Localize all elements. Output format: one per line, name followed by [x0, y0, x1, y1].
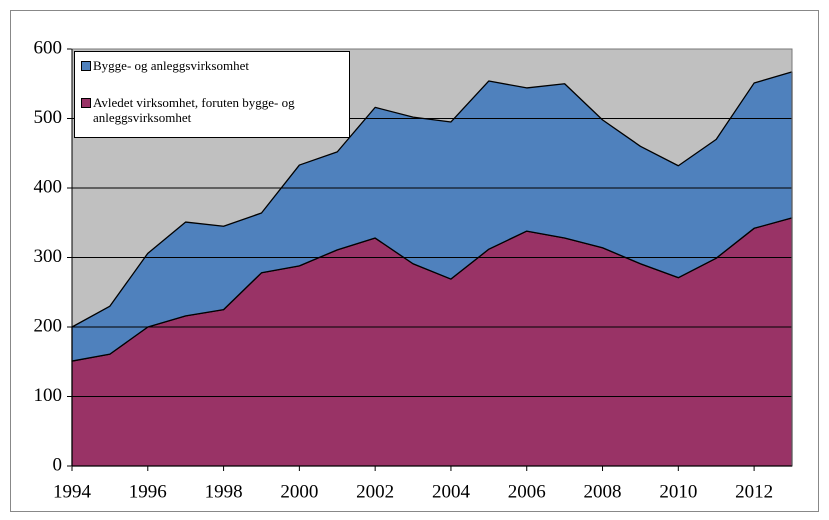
legend-swatch: [81, 98, 91, 108]
y-tick-label: 0: [53, 454, 63, 475]
y-tick-label: 600: [34, 37, 63, 58]
x-tick-label: 2012: [735, 481, 773, 502]
y-tick-label: 500: [34, 107, 63, 128]
x-tick-label: 2000: [280, 481, 318, 502]
legend-label: Avledet virksomhet, foruten bygge- og an…: [93, 95, 295, 125]
y-tick-label: 400: [34, 176, 63, 197]
legend-item: Avledet virksomhet, foruten bygge- og an…: [81, 95, 343, 125]
x-tick-label: 2002: [356, 481, 394, 502]
y-tick-label: 100: [34, 385, 63, 406]
y-tick-label: 300: [34, 246, 63, 267]
legend-item: Bygge- og anleggsvirksomhet: [81, 58, 343, 73]
x-tick-label: 2010: [659, 481, 697, 502]
x-tick-label: 1998: [205, 481, 243, 502]
x-tick-label: 2008: [584, 481, 622, 502]
x-tick-label: 1996: [129, 481, 167, 502]
y-tick-label: 200: [34, 315, 63, 336]
x-tick-label: 2004: [432, 481, 471, 502]
x-tick-label: 1994: [53, 481, 92, 502]
legend-swatch: [81, 61, 91, 71]
legend-label: Bygge- og anleggsvirksomhet: [93, 58, 249, 73]
x-tick-label: 2006: [508, 481, 546, 502]
legend: Bygge- og anleggsvirksomhet Avledet virks…: [74, 51, 350, 138]
